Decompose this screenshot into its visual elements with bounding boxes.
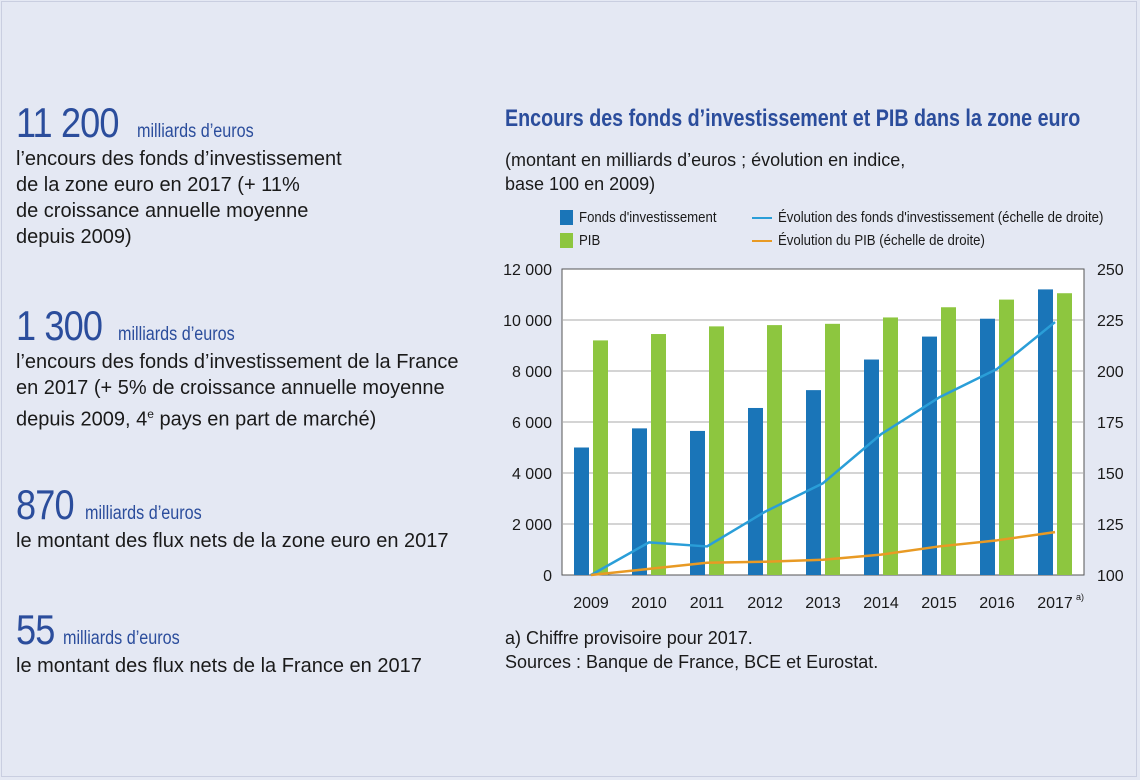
stat-description: l’encours des fonds d’investissement de … — [16, 148, 342, 248]
y-left-tick-label: 10 000 — [503, 313, 552, 330]
legend-label: PIB — [579, 232, 601, 249]
stat-unit: milliards d’euros — [85, 503, 202, 524]
legend-swatch-gdp-evolution — [752, 239, 772, 242]
y-left-tick-label: 4 000 — [512, 466, 552, 483]
bar-funds — [922, 336, 937, 575]
y-right-tick-label: 150 — [1097, 466, 1124, 483]
bar-funds — [1038, 289, 1053, 575]
bar-gdp — [883, 317, 898, 575]
x-tick-label: 2017 — [1037, 595, 1073, 612]
y-right-tick-label: 200 — [1097, 364, 1124, 381]
bar-funds — [574, 447, 589, 575]
bar-gdp — [1057, 293, 1072, 575]
stat-block-france-stock: 1 300 milliards d’euros l’encours des fon… — [16, 305, 458, 433]
legend-swatch-funds-evolution — [752, 216, 772, 219]
bar-gdp — [651, 334, 666, 575]
stat-block-eurozone-stock: 11 200 milliards d’euros l’encours des fo… — [16, 102, 342, 250]
bar-gdp — [941, 307, 956, 575]
stat-value: 55 — [16, 606, 55, 653]
stat-unit: milliards d’euros — [118, 324, 235, 345]
x-tick-footnote: a) — [1076, 592, 1084, 602]
legend-item-funds-evolution: Évolution des fonds d'investissement (éc… — [752, 209, 1140, 226]
ordinal-superscript: e — [147, 407, 154, 421]
chart-title: Encours des fonds d’investissement et PI… — [505, 105, 1081, 132]
stat-description: l’encours des fonds d’investissement de … — [16, 351, 459, 431]
x-tick-label: 2013 — [805, 595, 841, 612]
y-left-tick-label: 6 000 — [512, 415, 552, 432]
y-right-tick-label: 125 — [1097, 517, 1124, 534]
legend-label: Fonds d'investissement — [579, 209, 717, 226]
stat-value: 11 200 — [16, 99, 119, 146]
bar-gdp — [999, 299, 1014, 575]
legend-swatch-funds — [560, 210, 573, 225]
y-right-tick-label: 100 — [1097, 568, 1124, 585]
stat-value: 870 — [16, 481, 75, 528]
bar-funds — [690, 430, 705, 575]
y-left-tick-label: 0 — [543, 568, 552, 585]
legend-label: Évolution du PIB (échelle de droite) — [778, 232, 985, 249]
legend-item-gdp: PIB — [560, 232, 603, 249]
chart-notes: a) Chiffre provisoire pour 2017. Sources… — [505, 628, 879, 672]
x-tick-label: 2009 — [573, 595, 609, 612]
x-tick-label: 2011 — [690, 595, 725, 612]
x-tick-label: 2014 — [863, 595, 899, 612]
bar-gdp — [709, 326, 724, 575]
y-left-tick-label: 12 000 — [503, 262, 552, 279]
bar-funds — [632, 428, 647, 575]
y-right-tick-label: 225 — [1097, 313, 1124, 330]
y-left-tick-label: 2 000 — [512, 517, 552, 534]
stat-block-eurozone-flows: 870 milliards d’euros le montant des flux… — [16, 484, 449, 554]
bar-gdp — [593, 340, 608, 575]
legend-item-gdp-evolution: Évolution du PIB (échelle de droite) — [752, 232, 1013, 249]
stat-value: 1 300 — [16, 302, 103, 349]
x-tick-label: 2012 — [747, 595, 783, 612]
stat-description: le montant des flux nets de la France en… — [16, 655, 422, 677]
x-tick-label: 2015 — [921, 595, 957, 612]
legend-label: Évolution des fonds d'investissement (éc… — [778, 209, 1104, 226]
stat-block-france-flows: 55 milliards d’euros le montant des flux … — [16, 609, 422, 679]
stat-unit: milliards d’euros — [62, 628, 180, 649]
bar-funds — [748, 407, 763, 575]
y-right-tick-label: 250 — [1097, 262, 1124, 279]
x-tick-label: 2010 — [631, 595, 667, 612]
bar-funds — [864, 359, 879, 575]
stat-unit: milliards d’euros — [137, 121, 255, 142]
bar-funds — [980, 318, 995, 575]
bar-gdp — [825, 323, 840, 575]
line-funds-evolution — [590, 321, 1056, 577]
bar-gdp — [767, 325, 782, 575]
stat-description: le montant des flux nets de la zone euro… — [16, 530, 449, 552]
chart-subtitle: (montant en milliards d’euros ; évolutio… — [505, 150, 906, 194]
legend-item-funds: Fonds d'investissement — [560, 209, 735, 226]
x-tick-label: 2016 — [979, 595, 1015, 612]
bar-funds — [806, 390, 821, 575]
line-gdp-evolution — [590, 530, 1056, 577]
y-right-tick-label: 175 — [1097, 415, 1124, 432]
y-left-tick-label: 8 000 — [512, 364, 552, 381]
legend-swatch-gdp — [560, 233, 573, 248]
